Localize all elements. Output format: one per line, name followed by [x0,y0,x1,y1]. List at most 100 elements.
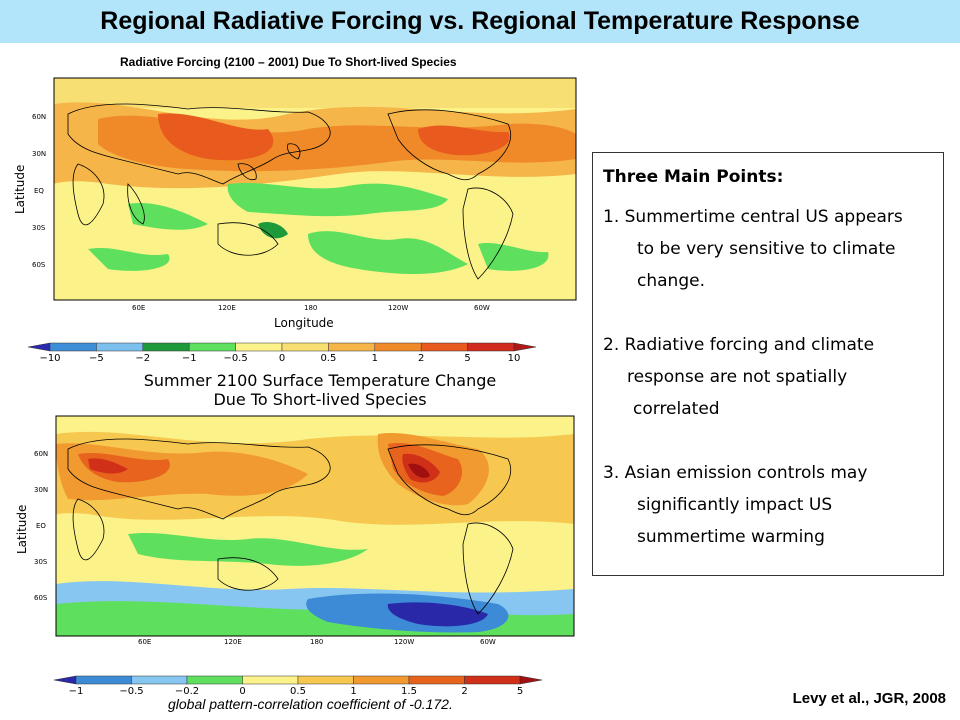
lon-tick: 180 [310,638,323,646]
point-line: significantly impact US [637,495,833,515]
colorbar-label: −0.5 [119,686,143,696]
temperature-title-line2: Due To Short-lived Species [213,390,426,409]
colorbar-cell [519,675,543,685]
point-1: 1. Summertime central US appears to be v… [603,201,933,297]
colorbar-cell [131,675,188,685]
temperature-title-line1: Summer 2100 Surface Temperature Change [144,371,497,390]
lon-tick: 60W [480,638,496,646]
point-line: to be very sensitive to climate [637,239,896,259]
colorbar-cell [353,675,410,685]
colorbar-label: −2 [135,353,150,364]
temperature-colorbar-labels: −1 −0.5 −0.2 0 0.5 1 1.5 2 5 [69,686,524,696]
lat-tick: 30S [34,558,48,566]
point-line: correlated [633,399,720,419]
colorbar-cell [75,675,132,685]
point-line: response are not spatially [627,367,848,387]
forcing-lon-ticks: 60E 120E 180 120W 60W [132,304,490,312]
citation: Levy et al., JGR, 2008 [792,690,946,707]
forcing-colorbar-labels: −10 −5 −2 −1 −0.5 0 0.5 1 2 5 10 [39,353,520,364]
colorbar-cell [374,342,422,352]
colorbar-cell [464,675,521,685]
colorbar-cell [513,342,537,352]
colorbar-label: −1 [69,686,84,696]
colorbar-cell [186,675,243,685]
lat-tick: EQ [34,187,44,195]
colorbar-cell [27,342,51,352]
colorbar-label: −10 [39,353,60,364]
forcing-map-field [54,78,576,300]
main-points-box: Three Main Points: 1. Summertime central… [592,152,944,576]
lat-tick: EO [36,522,46,530]
lat-tick: 60N [34,450,48,458]
colorbar-label: 2 [418,353,424,364]
colorbar-cell [328,342,376,352]
colorbar-cell [142,342,190,352]
colorbar-label: −5 [89,353,104,364]
point-line: summertime warming [637,527,825,547]
main-points-heading: Three Main Points: [603,167,784,187]
colorbar-cell [96,342,144,352]
colorbar-label: −0.5 [223,353,247,364]
colorbar-label: 1.5 [401,686,417,696]
colorbar-label: 5 [517,686,523,696]
correlation-note: global pattern-correlation coefficient o… [168,696,453,712]
lat-tick: 60N [32,113,46,121]
temperature-map-field [56,416,574,636]
colorbar-cell [53,675,77,685]
colorbar-label: 1 [350,686,356,696]
lon-tick: 120W [388,304,408,312]
colorbar-cell [188,342,236,352]
colorbar-cell [420,342,468,352]
colorbar-cell [235,342,283,352]
temperature-map-title: Summer 2100 Surface Temperature Change D… [144,371,497,409]
lon-tick: 120E [218,304,236,312]
point-2: 2. Radiative forcing and climate respons… [603,329,933,425]
lat-tick: 30N [32,150,46,158]
colorbar-cell [467,342,515,352]
lon-tick: 120W [394,638,414,646]
lon-tick: 60E [132,304,145,312]
point-line: 2. Radiative forcing and climate [603,335,875,355]
temperature-map: 60N 30N EO 30S 60S 60E 120E 180 120W 60W… [15,415,575,646]
lon-tick: 180 [304,304,317,312]
colorbar-label: 2 [461,686,467,696]
temperature-y-axis-title: Latitude [15,505,29,554]
title-banner: Regional Radiative Forcing vs. Regional … [0,0,960,43]
colorbar-label: 5 [464,353,470,364]
temperature-colorbar-cells [53,675,543,685]
point-3: 3. Asian emission controls may significa… [603,457,933,553]
lon-tick: 120E [224,638,242,646]
forcing-map-title: Radiative Forcing (2100 – 2001) Due To S… [120,55,457,69]
colorbar-label: −1 [182,353,197,364]
lat-tick: 30S [32,224,46,232]
colorbar-label: −0.2 [175,686,199,696]
forcing-colorbar-cells [27,342,537,352]
temperature-lat-ticks: 60N 30N EO 30S 60S [34,450,48,602]
lat-tick: 60S [32,261,46,269]
forcing-colorbar: −10 −5 −2 −1 −0.5 0 0.5 1 2 5 10 [27,342,537,364]
colorbar-cell [281,342,329,352]
colorbar-cell [408,675,465,685]
colorbar-label: 0 [239,686,245,696]
point-line: change. [637,271,705,291]
forcing-y-axis-title: Latitude [13,165,27,214]
colorbar-cell [297,675,354,685]
colorbar-cell [49,342,97,352]
colorbar-label: 0.5 [290,686,306,696]
temperature-colorbar: −1 −0.5 −0.2 0 0.5 1 1.5 2 5 [53,675,543,696]
point-line: 3. Asian emission controls may [603,463,868,483]
temperature-lon-ticks: 60E 120E 180 120W 60W [138,638,496,646]
colorbar-label: 0.5 [320,353,336,364]
point-line: 1. Summertime central US appears [603,207,903,227]
slide-title: Regional Radiative Forcing vs. Regional … [100,7,860,35]
colorbar-label: 1 [372,353,378,364]
forcing-map: 60N 30N EQ 30S 60S 60E 120E 180 120W 60W… [13,77,577,330]
lat-tick: 60S [34,594,48,602]
colorbar-label: 0 [279,353,285,364]
forcing-x-axis-title: Longitude [274,316,334,330]
lon-tick: 60E [138,638,151,646]
forcing-lat-ticks: 60N 30N EQ 30S 60S [32,113,46,269]
colorbar-label: 10 [508,353,521,364]
lat-tick: 30N [34,486,48,494]
lon-tick: 60W [474,304,490,312]
